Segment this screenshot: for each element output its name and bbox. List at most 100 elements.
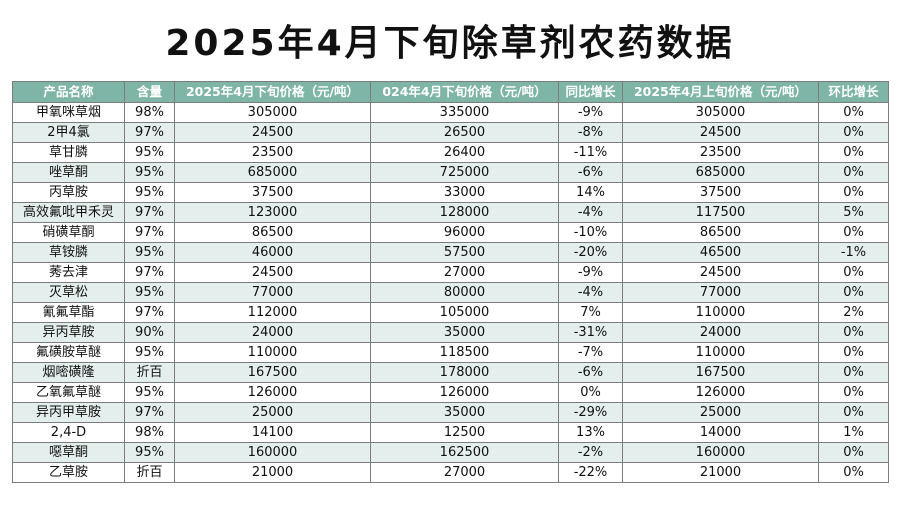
cell-product-name: 甲氧咪草烟 xyxy=(12,102,125,123)
cell-mom-growth: 0% xyxy=(818,122,889,143)
cell-mom-growth: 0% xyxy=(818,162,889,183)
cell-price-2024-late-april: 27000 xyxy=(370,462,559,483)
cell-yoy-growth: -10% xyxy=(558,222,623,243)
cell-price-2024-late-april: 35000 xyxy=(370,402,559,423)
cell-yoy-growth: -31% xyxy=(558,322,623,343)
cell-price-2025-late-april: 77000 xyxy=(174,282,371,303)
table-row: 唑草酮 95% 685000 725000 -6% 685000 0% xyxy=(12,162,889,183)
cell-mom-growth: 0% xyxy=(818,222,889,243)
cell-price-2025-early-april: 23500 xyxy=(622,142,819,163)
page-title: 2025年4月下旬除草剂农药数据 xyxy=(165,23,735,64)
cell-price-2025-late-april: 167500 xyxy=(174,362,371,383)
cell-yoy-growth: -6% xyxy=(558,162,623,183)
cell-price-2025-early-april: 24000 xyxy=(622,322,819,343)
cell-content: 90% xyxy=(124,322,175,343)
cell-product-name: 氟磺胺草醚 xyxy=(12,342,125,363)
cell-yoy-growth: -9% xyxy=(558,262,623,283)
cell-price-2025-late-april: 46000 xyxy=(174,242,371,263)
cell-price-2025-early-april: 117500 xyxy=(622,202,819,223)
cell-product-name: 乙草胺 xyxy=(12,462,125,483)
table-row: 草甘膦 95% 23500 26400 -11% 23500 0% xyxy=(12,142,889,163)
cell-price-2025-late-april: 24000 xyxy=(174,322,371,343)
cell-price-2025-early-april: 46500 xyxy=(622,242,819,263)
table-header: 产品名称 含量 2025年4月下旬价格（元/吨） 024年4月下旬价格（元/吨）… xyxy=(12,81,889,103)
cell-price-2025-early-april: 305000 xyxy=(622,102,819,123)
cell-mom-growth: 5% xyxy=(818,202,889,223)
cell-product-name: 唑草酮 xyxy=(12,162,125,183)
cell-content: 95% xyxy=(124,182,175,203)
price-table: 产品名称 含量 2025年4月下旬价格（元/吨） 024年4月下旬价格（元/吨）… xyxy=(12,81,889,483)
cell-content: 95% xyxy=(124,442,175,463)
cell-price-2025-late-april: 25000 xyxy=(174,402,371,423)
header-cell-price-2025-late-april: 2025年4月下旬价格（元/吨） xyxy=(174,81,371,103)
cell-mom-growth: -1% xyxy=(818,242,889,263)
cell-content: 97% xyxy=(124,262,175,283)
cell-content: 95% xyxy=(124,242,175,263)
table-row: 噁草酮 95% 160000 162500 -2% 160000 0% xyxy=(12,442,889,463)
cell-price-2025-late-april: 160000 xyxy=(174,442,371,463)
cell-content: 97% xyxy=(124,122,175,143)
cell-content: 95% xyxy=(124,382,175,403)
cell-product-name: 异丙甲草胺 xyxy=(12,402,125,423)
cell-price-2025-late-april: 305000 xyxy=(174,102,371,123)
cell-product-name: 乙氧氟草醚 xyxy=(12,382,125,403)
cell-product-name: 异丙草胺 xyxy=(12,322,125,343)
cell-price-2024-late-april: 105000 xyxy=(370,302,559,323)
cell-price-2025-late-april: 21000 xyxy=(174,462,371,483)
cell-price-2025-early-april: 110000 xyxy=(622,302,819,323)
cell-price-2024-late-april: 126000 xyxy=(370,382,559,403)
table-row: 莠去津 97% 24500 27000 -9% 24500 0% xyxy=(12,262,889,283)
cell-product-name: 草甘膦 xyxy=(12,142,125,163)
cell-mom-growth: 0% xyxy=(818,382,889,403)
cell-mom-growth: 0% xyxy=(818,462,889,483)
cell-mom-growth: 0% xyxy=(818,142,889,163)
cell-yoy-growth: 0% xyxy=(558,382,623,403)
cell-product-name: 2甲4氯 xyxy=(12,122,125,143)
table-row: 甲氧咪草烟 98% 305000 335000 -9% 305000 0% xyxy=(12,102,889,123)
header-cell-product: 产品名称 xyxy=(12,81,125,103)
cell-product-name: 草铵膦 xyxy=(12,242,125,263)
table-row: 丙草胺 95% 37500 33000 14% 37500 0% xyxy=(12,182,889,203)
cell-content: 97% xyxy=(124,222,175,243)
cell-product-name: 莠去津 xyxy=(12,262,125,283)
cell-price-2024-late-april: 128000 xyxy=(370,202,559,223)
cell-product-name: 噁草酮 xyxy=(12,442,125,463)
cell-mom-growth: 2% xyxy=(818,302,889,323)
cell-price-2025-early-april: 24500 xyxy=(622,122,819,143)
cell-yoy-growth: -8% xyxy=(558,122,623,143)
cell-price-2025-late-april: 123000 xyxy=(174,202,371,223)
cell-price-2025-early-april: 160000 xyxy=(622,442,819,463)
cell-content: 95% xyxy=(124,142,175,163)
cell-mom-growth: 0% xyxy=(818,402,889,423)
cell-price-2024-late-april: 57500 xyxy=(370,242,559,263)
cell-price-2025-early-april: 21000 xyxy=(622,462,819,483)
cell-content: 97% xyxy=(124,302,175,323)
cell-yoy-growth: 13% xyxy=(558,422,623,443)
cell-price-2025-late-april: 110000 xyxy=(174,342,371,363)
cell-product-name: 丙草胺 xyxy=(12,182,125,203)
cell-yoy-growth: 7% xyxy=(558,302,623,323)
cell-price-2024-late-april: 162500 xyxy=(370,442,559,463)
cell-price-2024-late-april: 26500 xyxy=(370,122,559,143)
cell-mom-growth: 0% xyxy=(818,182,889,203)
table-row: 2,4-D 98% 14100 12500 13% 14000 1% xyxy=(12,422,889,443)
cell-price-2024-late-april: 96000 xyxy=(370,222,559,243)
cell-price-2024-late-april: 26400 xyxy=(370,142,559,163)
cell-yoy-growth: -2% xyxy=(558,442,623,463)
cell-price-2025-late-april: 685000 xyxy=(174,162,371,183)
table-row: 氰氟草酯 97% 112000 105000 7% 110000 2% xyxy=(12,302,889,323)
cell-price-2024-late-april: 35000 xyxy=(370,322,559,343)
cell-price-2025-late-april: 14100 xyxy=(174,422,371,443)
cell-product-name: 灭草松 xyxy=(12,282,125,303)
cell-price-2025-early-april: 77000 xyxy=(622,282,819,303)
cell-price-2024-late-april: 725000 xyxy=(370,162,559,183)
cell-content: 折百 xyxy=(124,362,175,383)
cell-price-2024-late-april: 80000 xyxy=(370,282,559,303)
table-row: 乙草胺 折百 21000 27000 -22% 21000 0% xyxy=(12,462,889,483)
cell-price-2025-late-april: 23500 xyxy=(174,142,371,163)
cell-price-2024-late-april: 335000 xyxy=(370,102,559,123)
cell-yoy-growth: 14% xyxy=(558,182,623,203)
cell-yoy-growth: -7% xyxy=(558,342,623,363)
cell-price-2025-late-april: 37500 xyxy=(174,182,371,203)
cell-content: 98% xyxy=(124,422,175,443)
